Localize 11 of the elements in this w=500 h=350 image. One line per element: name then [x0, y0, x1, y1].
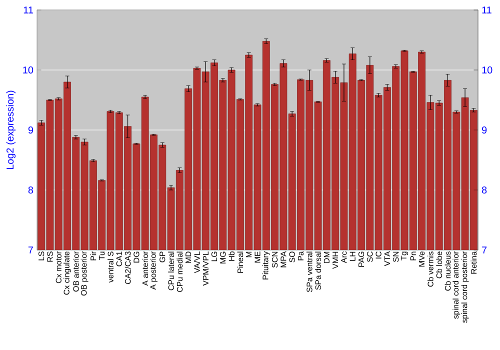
y2-tick-label: 7	[482, 246, 487, 254]
y-tick-label: 7	[28, 246, 33, 254]
y2-tick-label: 11	[482, 6, 492, 14]
y-tick-label: 11	[24, 6, 33, 14]
y-tick-label: 10	[23, 66, 34, 74]
y2-tick-label: 9	[482, 126, 487, 134]
y-tick-label: 9	[28, 126, 34, 134]
y2-tick-label: 8	[482, 186, 487, 194]
y-axis-title: Log2 (expression)	[6, 90, 16, 170]
y-tick-label: 8	[28, 186, 34, 194]
y2-tick-label: 10	[482, 66, 492, 74]
